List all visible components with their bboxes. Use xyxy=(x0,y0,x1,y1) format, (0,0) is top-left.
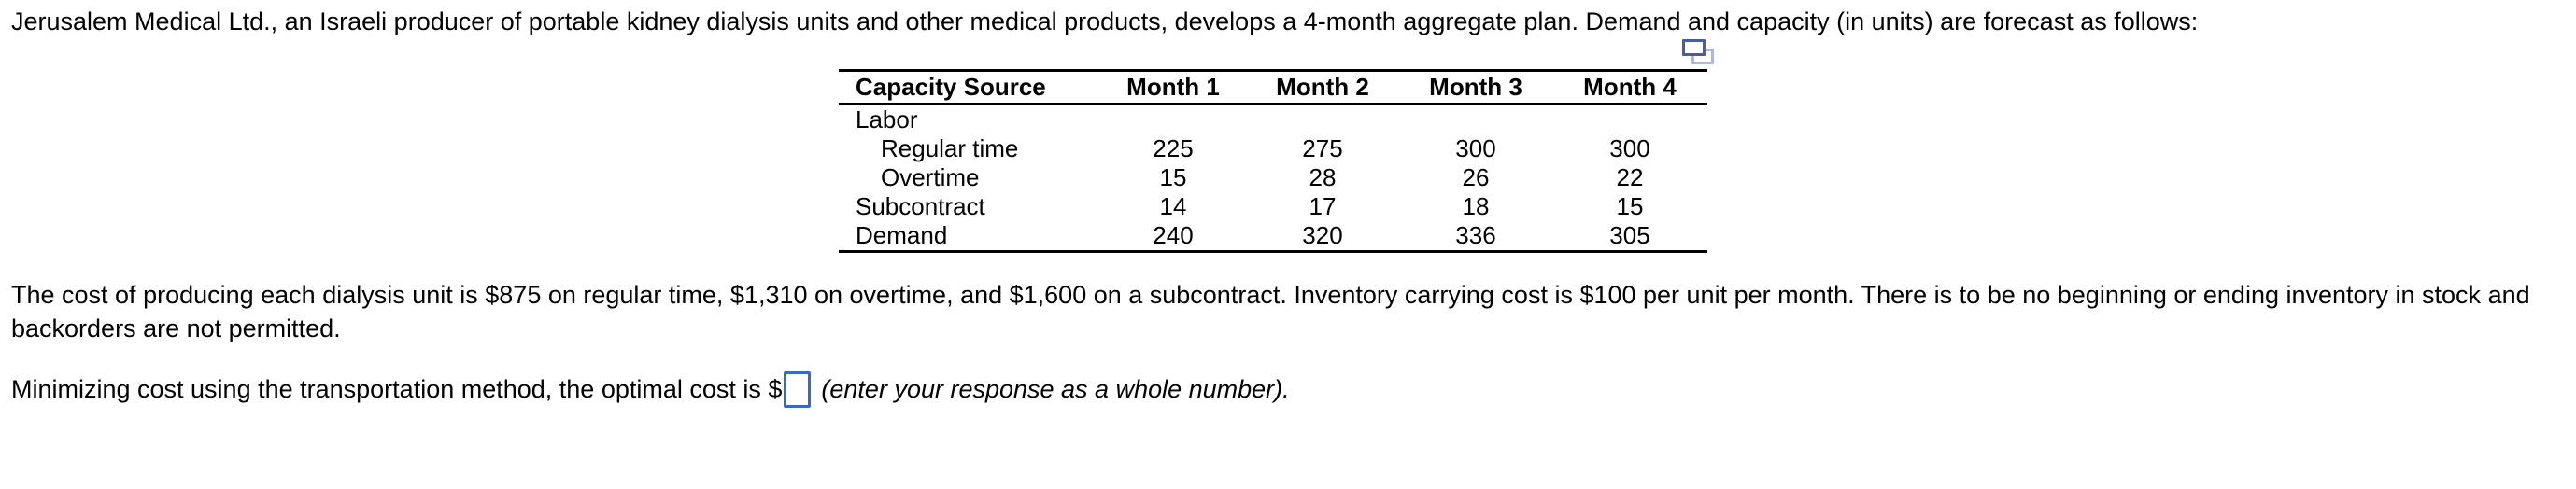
column-header-month-1: Month 1 xyxy=(1126,73,1220,101)
cell-value xyxy=(1246,105,1399,134)
table-row-overtime: Overtime 15 28 26 22 xyxy=(839,163,1707,192)
problem-statement: Jerusalem Medical Ltd., an Israeli produ… xyxy=(11,7,2199,35)
cell-value: 225 xyxy=(1153,134,1194,162)
cell-value: 22 xyxy=(1616,163,1644,191)
column-header-capacity-source: Capacity Source xyxy=(856,73,1046,101)
cell-value: 26 xyxy=(1462,163,1490,191)
question-prefix: Minimizing cost using the transportation… xyxy=(11,375,783,403)
question-line: Minimizing cost using the transportation… xyxy=(11,370,1290,409)
cell-value: 15 xyxy=(1616,192,1644,220)
cell-value: 17 xyxy=(1309,192,1337,220)
cell-value: 300 xyxy=(1455,134,1496,162)
row-label-demand: Demand xyxy=(856,221,948,249)
cell-value: 240 xyxy=(1153,221,1194,249)
cell-value: 15 xyxy=(1159,163,1187,191)
row-label-labor: Labor xyxy=(856,105,918,133)
question-suffix: (enter your response as a whole number). xyxy=(821,375,1290,403)
cost-description: The cost of producing each dialysis unit… xyxy=(11,278,2530,345)
column-header-month-2: Month 2 xyxy=(1276,73,1369,101)
cell-value: 300 xyxy=(1609,134,1650,162)
row-label-overtime: Overtime xyxy=(881,163,980,191)
cell-value: 305 xyxy=(1609,221,1650,249)
table-header-row: Capacity Source Month 1 Month 2 Month 3 … xyxy=(839,72,1707,105)
row-label-subcontract: Subcontract xyxy=(856,192,985,220)
cell-value: 28 xyxy=(1309,163,1337,191)
cost-description-line-1: The cost of producing each dialysis unit… xyxy=(11,281,2530,309)
cell-value xyxy=(1100,105,1246,134)
table-row-regular-time: Regular time 225 275 300 300 xyxy=(839,134,1707,163)
table-row-demand: Demand 240 320 336 305 xyxy=(839,221,1707,250)
cell-value: 336 xyxy=(1455,221,1496,249)
cell-value: 18 xyxy=(1462,192,1490,220)
copy-icon-front-window xyxy=(1682,39,1706,56)
cost-description-line-2: backorders are not permitted. xyxy=(11,314,341,342)
column-header-month-4: Month 4 xyxy=(1583,73,1677,101)
table-row-labor: Labor xyxy=(839,105,1707,134)
cell-value: 320 xyxy=(1302,221,1343,249)
column-header-month-3: Month 3 xyxy=(1429,73,1522,101)
table-row-subcontract: Subcontract 14 17 18 15 xyxy=(839,192,1707,221)
optimal-cost-input[interactable] xyxy=(784,370,812,408)
capacity-table: Capacity Source Month 1 Month 2 Month 3 … xyxy=(839,69,1707,253)
cell-value: 14 xyxy=(1159,192,1187,220)
cell-value xyxy=(1399,105,1552,134)
row-label-regular-time: Regular time xyxy=(881,134,1019,162)
cell-value: 275 xyxy=(1302,134,1343,162)
cell-value xyxy=(1552,105,1707,134)
copy-question-icon[interactable] xyxy=(1682,39,1714,66)
